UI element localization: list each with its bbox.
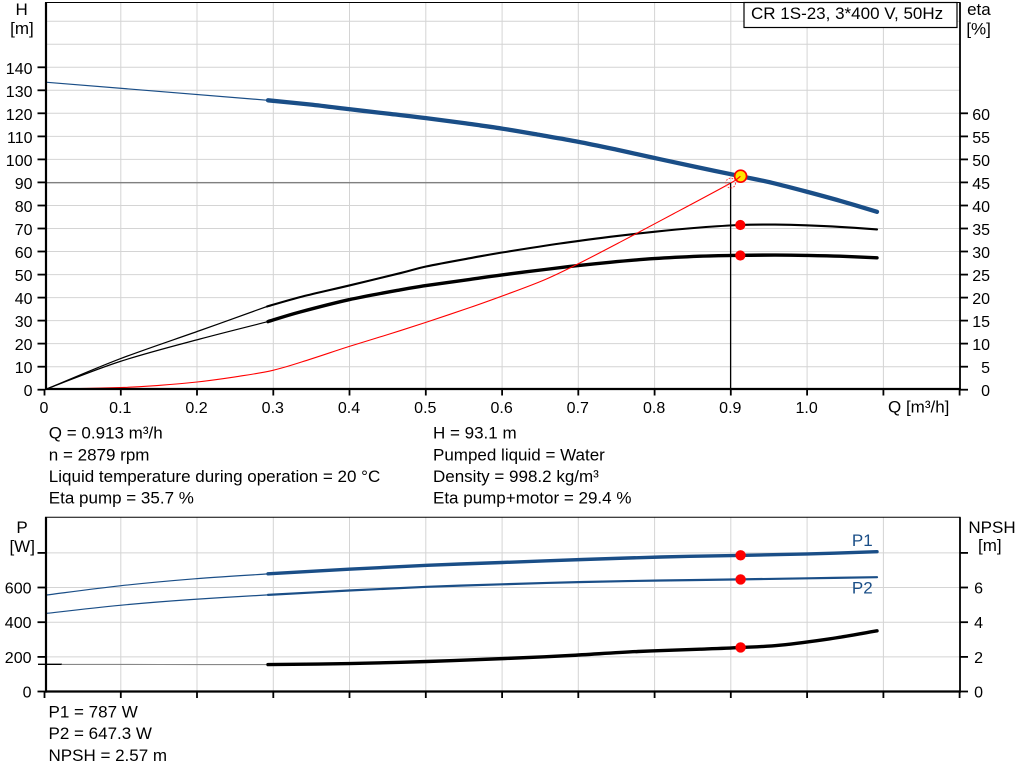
svg-text:0.9: 0.9 — [719, 400, 741, 417]
svg-text:Liquid temperature during oper: Liquid temperature during operation = 20… — [49, 467, 380, 486]
svg-text:0.2: 0.2 — [185, 400, 207, 417]
svg-text:0: 0 — [23, 685, 32, 702]
svg-text:140: 140 — [6, 61, 33, 78]
svg-text:P: P — [16, 518, 27, 537]
svg-text:eta: eta — [967, 0, 991, 19]
svg-text:40: 40 — [972, 199, 990, 216]
svg-text:Eta pump+motor = 29.4 %: Eta pump+motor = 29.4 % — [433, 489, 631, 508]
svg-text:20: 20 — [972, 291, 990, 308]
svg-text:30: 30 — [972, 245, 990, 262]
svg-text:0.7: 0.7 — [567, 400, 589, 417]
svg-text:4: 4 — [974, 615, 983, 632]
svg-text:15: 15 — [972, 314, 990, 331]
svg-text:30: 30 — [15, 314, 33, 331]
svg-text:10: 10 — [972, 337, 990, 354]
svg-text:20: 20 — [15, 337, 33, 354]
svg-text:P1 = 787 W: P1 = 787 W — [49, 703, 138, 722]
svg-text:35: 35 — [972, 222, 990, 239]
svg-text:2: 2 — [974, 650, 983, 667]
svg-text:P2 = 647.3 W: P2 = 647.3 W — [49, 724, 152, 743]
svg-text:[m]: [m] — [978, 536, 1002, 555]
svg-text:6: 6 — [974, 581, 983, 598]
svg-text:0.6: 0.6 — [490, 400, 512, 417]
svg-text:n = 2879 rpm: n = 2879 rpm — [49, 445, 150, 464]
svg-text:60: 60 — [972, 107, 990, 124]
svg-text:H: H — [16, 0, 28, 19]
svg-text:40: 40 — [15, 291, 33, 308]
svg-text:NPSH: NPSH — [968, 518, 1015, 537]
svg-text:0.4: 0.4 — [338, 400, 360, 417]
svg-text:0: 0 — [981, 383, 990, 400]
svg-text:130: 130 — [6, 84, 33, 101]
svg-text:0: 0 — [24, 383, 33, 400]
svg-text:0: 0 — [40, 400, 49, 417]
svg-text:120: 120 — [6, 107, 33, 124]
svg-text:NPSH = 2.57 m: NPSH = 2.57 m — [49, 746, 168, 765]
svg-text:80: 80 — [15, 199, 33, 216]
svg-text:400: 400 — [5, 615, 32, 632]
svg-text:[m]: [m] — [10, 19, 34, 38]
svg-text:[W]: [W] — [9, 537, 35, 556]
svg-text:P1: P1 — [852, 531, 873, 550]
svg-text:50: 50 — [15, 268, 33, 285]
svg-text:Density = 998.2 kg/m³: Density = 998.2 kg/m³ — [433, 467, 599, 486]
svg-text:90: 90 — [15, 176, 33, 193]
svg-text:110: 110 — [7, 130, 33, 147]
svg-text:5: 5 — [981, 360, 990, 377]
svg-text:P2: P2 — [852, 578, 873, 597]
svg-text:CR 1S-23, 3*400 V, 50Hz: CR 1S-23, 3*400 V, 50Hz — [751, 4, 943, 23]
svg-text:1.0: 1.0 — [795, 400, 817, 417]
svg-text:Q [m³/h]: Q [m³/h] — [888, 398, 949, 417]
svg-text:0.5: 0.5 — [414, 400, 436, 417]
svg-text:0.3: 0.3 — [262, 400, 284, 417]
svg-text:0: 0 — [974, 685, 983, 702]
svg-text:0.1: 0.1 — [109, 400, 131, 417]
svg-text:0.8: 0.8 — [643, 400, 665, 417]
svg-text:25: 25 — [972, 268, 990, 285]
svg-text:200: 200 — [5, 650, 32, 667]
svg-text:Eta pump = 35.7 %: Eta pump = 35.7 % — [49, 489, 194, 508]
svg-text:60: 60 — [15, 245, 33, 262]
svg-text:50: 50 — [972, 153, 990, 170]
svg-text:[%]: [%] — [966, 19, 991, 38]
svg-text:10: 10 — [15, 360, 33, 377]
svg-text:45: 45 — [972, 176, 990, 193]
svg-text:55: 55 — [972, 130, 990, 147]
svg-text:70: 70 — [15, 222, 33, 239]
svg-text:600: 600 — [5, 581, 32, 598]
svg-text:Q = 0.913 m³/h: Q = 0.913 m³/h — [49, 424, 163, 443]
svg-text:100: 100 — [6, 153, 33, 170]
svg-text:H = 93.1 m: H = 93.1 m — [433, 424, 517, 443]
svg-text:Pumped liquid = Water: Pumped liquid = Water — [433, 445, 605, 464]
